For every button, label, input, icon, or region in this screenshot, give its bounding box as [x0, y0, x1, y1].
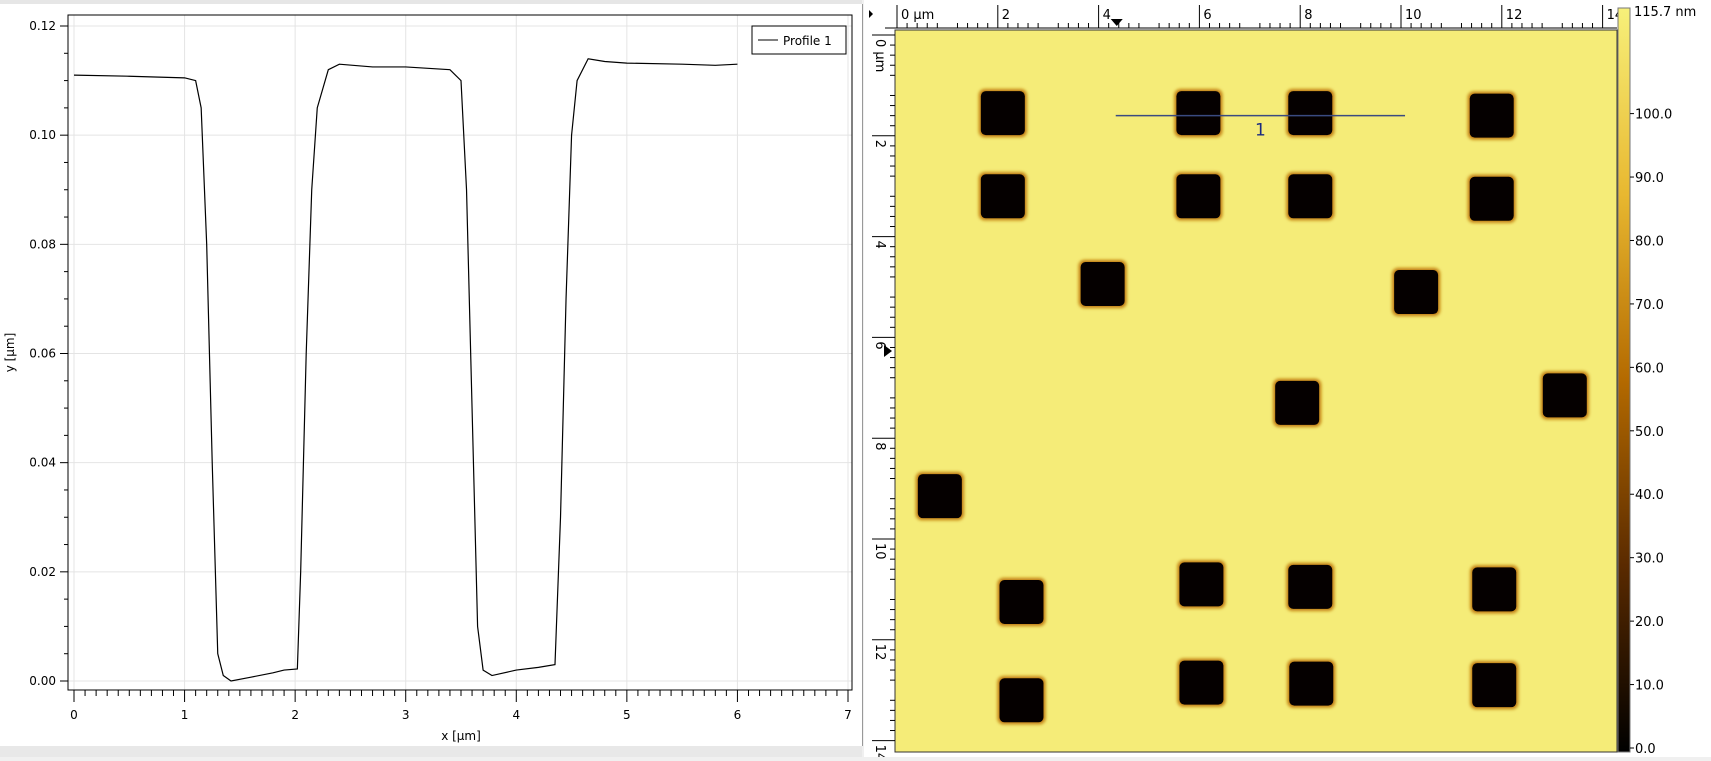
- left-ruler-label: 6: [872, 341, 887, 349]
- left-ruler-label: 12: [872, 644, 887, 661]
- colorbar-label: 80.0: [1635, 234, 1664, 249]
- x-axis-label: x [µm]: [441, 729, 481, 743]
- bottom-tab-strip: [0, 746, 862, 757]
- x-tick-label: 2: [291, 708, 299, 722]
- pit: [1179, 562, 1224, 607]
- pit: [1542, 373, 1587, 418]
- pit: [1176, 174, 1221, 219]
- colorbar-label: 10.0: [1635, 679, 1664, 694]
- ruler-arrow-icon: [869, 10, 873, 18]
- image-frame: [894, 29, 1618, 753]
- y-tick-label: 0.08: [29, 237, 56, 251]
- x-tick-label: 6: [734, 708, 742, 722]
- profile-chart-panel: 0 1 2 3 4 5 6 7 0.00 0.02 0.04 0.06 0.08 0.10 0.12 x [µ…: [0, 4, 863, 746]
- left-ruler-label: 4: [872, 241, 887, 249]
- colorbar-label: 70.0: [1635, 298, 1664, 313]
- x-tick-label: 5: [623, 708, 631, 722]
- pit: [1472, 567, 1517, 612]
- row-marker-icon: [884, 345, 892, 357]
- y-tick-label: 0.00: [29, 674, 56, 688]
- x-tick-label: 4: [512, 708, 520, 722]
- pit: [999, 678, 1044, 723]
- top-ruler-label: 2: [1002, 8, 1010, 23]
- pit: [1469, 93, 1514, 138]
- left-ruler-label: 14: [872, 745, 887, 757]
- colorbar-label: 0.0: [1635, 742, 1656, 757]
- pit: [1080, 261, 1125, 306]
- top-ruler-label: 6: [1203, 8, 1211, 23]
- pit: [1176, 91, 1221, 136]
- y-tick-label: 0.12: [29, 19, 56, 33]
- x-tick-label: 0: [70, 708, 78, 722]
- plot-frame: [67, 14, 853, 691]
- top-ruler-label: 0 µm: [901, 8, 934, 23]
- colorbar-label: 50.0: [1635, 425, 1664, 440]
- profile-chart: 0 1 2 3 4 5 6 7 0.00 0.02 0.04 0.06 0.08 0.10 0.12 x [µ…: [3, 14, 853, 743]
- top-ruler-label: 4: [1103, 8, 1111, 23]
- y-tick-label: 0.06: [29, 347, 56, 361]
- x-tick-label: 3: [402, 708, 410, 722]
- colorbar-label: 60.0: [1635, 361, 1664, 376]
- y-tick-label: 0.04: [29, 456, 56, 470]
- pit: [980, 91, 1025, 136]
- x-tick-label: 1: [181, 708, 189, 722]
- colorbar-label: 100.0: [1635, 108, 1672, 123]
- colorbar-label: 90.0: [1635, 171, 1664, 186]
- colorbar-max-label: 115.7 nm: [1634, 5, 1696, 20]
- y-tick-label: 0.02: [29, 565, 56, 579]
- pit: [1288, 564, 1333, 609]
- pit: [1394, 270, 1439, 315]
- x-tick-label: 7: [844, 708, 852, 722]
- profile-marker-icon: [1110, 19, 1123, 26]
- colorbar-label: 30.0: [1635, 552, 1664, 567]
- pit: [1179, 660, 1224, 705]
- left-ruler-label: 8: [872, 442, 887, 450]
- top-ruler-label: 12: [1506, 8, 1523, 23]
- legend-label: Profile 1: [783, 34, 832, 48]
- colorbar-label: 40.0: [1635, 488, 1664, 503]
- colorbar-label: 20.0: [1635, 615, 1664, 630]
- pit: [1469, 176, 1514, 221]
- series-line-profile-1: [73, 58, 738, 682]
- left-ruler-label: 2: [872, 140, 887, 148]
- pit: [980, 174, 1025, 219]
- y-tick-label: 0.10: [29, 128, 56, 142]
- pit: [1288, 174, 1333, 219]
- y-axis-label: y [µm]: [3, 333, 17, 373]
- colorbar: [1617, 7, 1631, 753]
- pit: [917, 474, 962, 519]
- top-ruler-label: 10: [1405, 8, 1422, 23]
- image-background: [895, 30, 1617, 752]
- profile-line-label: 1: [1255, 121, 1266, 141]
- top-ruler-label: 8: [1304, 8, 1312, 23]
- left-ruler-label: 10: [872, 543, 887, 560]
- pit: [1472, 663, 1517, 708]
- pit: [1289, 661, 1334, 706]
- pit: [1288, 91, 1333, 136]
- pit: [999, 580, 1044, 624]
- left-ruler-label: 0 µm: [872, 39, 887, 72]
- pit: [1275, 380, 1320, 425]
